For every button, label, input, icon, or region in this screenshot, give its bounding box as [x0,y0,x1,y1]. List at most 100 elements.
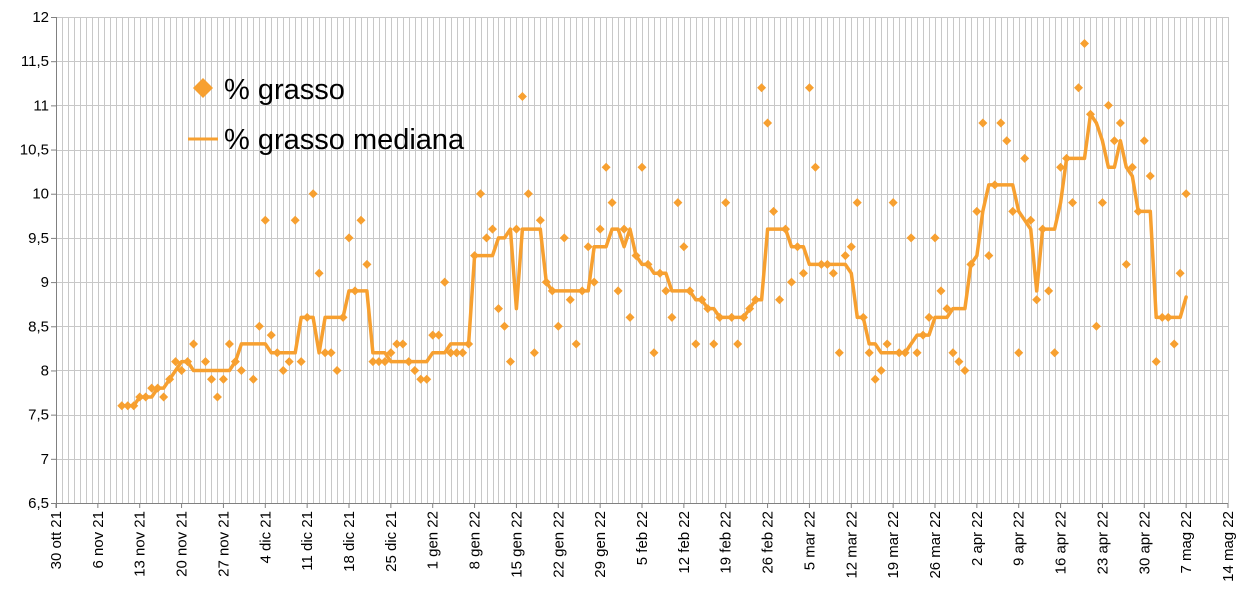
legend-label-line: % grasso mediana [224,124,465,156]
x-tick-label: 4 dic 21 [257,511,274,564]
data-point [691,339,701,349]
y-tick-label: 8 [41,362,49,379]
data-point [655,268,665,278]
data-point [948,348,958,358]
data-point [1151,357,1161,367]
y-tick-label: 10 [32,186,49,203]
data-point [900,348,910,358]
x-tick-label: 16 apr 22 [1053,511,1070,574]
data-point [499,321,509,331]
series-markers [117,39,1191,411]
data-point [828,268,838,278]
data-point [200,357,210,367]
x-tick-label: 12 feb 22 [676,511,693,574]
y-tick-label: 7 [41,451,49,468]
x-tick-label: 25 dic 21 [383,511,400,572]
data-point [165,374,175,384]
data-point [1139,136,1149,146]
data-point [751,295,761,305]
x-tick-label: 12 mar 22 [843,511,860,579]
data-point [1163,312,1173,322]
data-point [757,83,767,93]
data-point [775,295,785,305]
data-point [284,357,294,367]
x-tick-label: 5 feb 22 [634,511,651,565]
y-tick-label: 10,5 [20,142,49,159]
data-point [1014,348,1024,358]
data-point [171,357,181,367]
data-point [189,339,199,349]
data-point [870,374,880,384]
data-point [314,268,324,278]
data-point [822,259,832,269]
x-tick-label: 30 apr 22 [1136,511,1153,574]
data-point [153,383,163,393]
data-point [978,118,988,128]
data-point [326,348,336,358]
data-point [386,348,396,358]
data-point [906,233,916,243]
data-point [1074,83,1084,93]
data-point [942,304,952,314]
data-point [739,312,749,322]
data-point [440,277,450,287]
data-point [434,330,444,340]
data-point [745,304,755,314]
data-point [792,242,802,252]
data-point [601,162,611,172]
data-point [248,374,258,384]
data-point [918,330,928,340]
x-tick-label: 13 nov 21 [132,511,149,577]
data-point [398,339,408,349]
data-point [894,348,904,358]
data-point [290,215,300,225]
x-tick-label: 15 gen 22 [508,511,525,578]
data-point [535,215,545,225]
axes [51,17,1228,508]
data-point [380,357,390,367]
data-point [452,348,462,358]
data-point [649,348,659,358]
data-point [858,312,868,322]
x-tick-label: 20 nov 21 [174,511,191,577]
data-point [1121,259,1131,269]
y-tick-label: 7,5 [28,407,49,424]
data-point [846,242,856,252]
data-point [1085,109,1095,119]
data-point [147,383,157,393]
data-point [177,365,187,375]
data-point [392,339,402,349]
x-tick-label: 18 dic 21 [341,511,358,572]
y-tick-label: 9,5 [28,230,49,247]
data-point [135,392,145,402]
data-point [254,321,264,331]
data-point [1175,268,1185,278]
data-point [619,224,629,234]
data-point [625,312,635,322]
data-point [715,312,725,322]
data-point [344,233,354,243]
data-point [523,189,533,199]
data-point [1079,39,1089,49]
data-point [984,251,994,261]
data-point [583,242,593,252]
legend-label-markers: % grasso [224,74,345,106]
data-point [703,304,713,314]
data-point [697,295,707,305]
data-point [482,233,492,243]
y-tick-label: 8,5 [28,318,49,335]
data-point [936,286,946,296]
x-tick-label: 27 nov 21 [215,511,232,577]
data-point [224,339,234,349]
data-point [673,198,683,208]
data-point [804,83,814,93]
data-point [416,374,426,384]
data-point [990,180,1000,190]
data-point [338,312,348,322]
data-point [488,224,498,234]
data-point [679,242,689,252]
data-point [278,365,288,375]
x-tick-label: 1 gen 22 [425,511,442,569]
